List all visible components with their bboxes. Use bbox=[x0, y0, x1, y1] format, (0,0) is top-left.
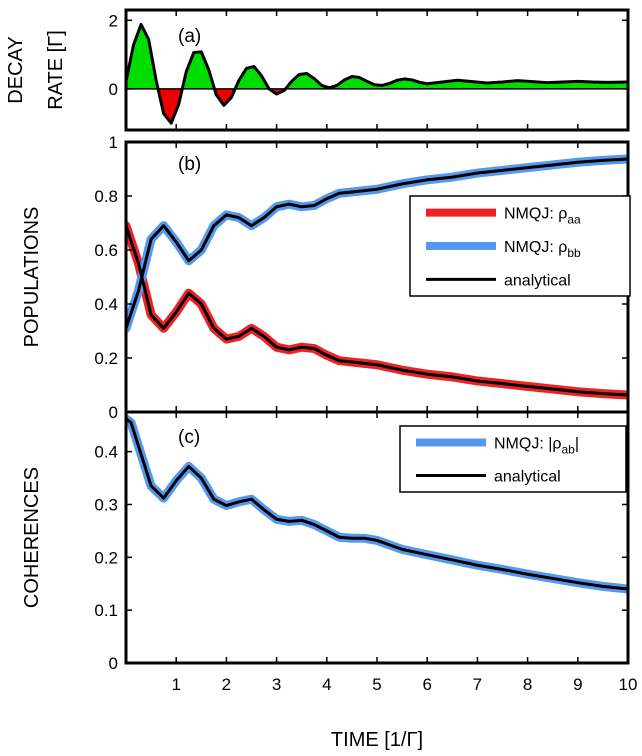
positive-rate-fill bbox=[126, 24, 628, 89]
y-tick-label-b: 0 bbox=[109, 403, 118, 422]
y-tick-label-a: 2 bbox=[109, 11, 118, 30]
legend-entry-subscript: aa bbox=[567, 213, 581, 227]
plot-area-a bbox=[126, 22, 628, 125]
plot-area-b bbox=[126, 154, 628, 400]
y-axis-label-a: RATE [Γ] bbox=[45, 30, 67, 110]
panel-c: 0 0.1 0.2 0.3 0.4 1 2 3 4 5 6 7 8 9 10 (c) COHERENCES NMQ… bbox=[21, 410, 638, 694]
legend-c: NMQJ: |ρab| analytical bbox=[399, 425, 627, 493]
legend-entry-tail: | bbox=[575, 436, 579, 453]
legend-entry-main: analytical bbox=[504, 272, 571, 289]
y-tick-label-c: 0.2 bbox=[94, 548, 118, 567]
panel-label-c: (c) bbox=[178, 427, 200, 448]
legend-entry-subscript: bb bbox=[567, 246, 581, 260]
y-tick-label-b: 0.8 bbox=[94, 187, 118, 206]
y-tick-label-c: 0.3 bbox=[94, 495, 118, 514]
series-line-c-1 bbox=[126, 417, 628, 591]
y-tick-label-b: 1 bbox=[109, 133, 118, 152]
legend-entry: NMQJ: |ρab| bbox=[494, 436, 579, 457]
legend-entry-subscript: ab bbox=[561, 443, 575, 457]
y-axis-label-c: COHERENCES bbox=[21, 467, 43, 608]
y-tick-label-c: 0 bbox=[109, 654, 118, 673]
y-tick-label-b: 0.4 bbox=[94, 295, 118, 314]
y-axis-label-a: DECAY bbox=[5, 36, 27, 103]
x-tick-label: 1 bbox=[171, 675, 180, 694]
legend-entry: analytical bbox=[504, 272, 571, 289]
x-tick-label: 2 bbox=[222, 675, 231, 694]
x-tick-label: 8 bbox=[523, 675, 532, 694]
y-tick-label-b: 0.6 bbox=[94, 241, 118, 260]
x-axis-label: TIME [1/Γ] bbox=[331, 729, 423, 751]
x-tick-label: 7 bbox=[473, 675, 482, 694]
x-tick-label: 5 bbox=[372, 675, 381, 694]
panel-label-b: (b) bbox=[178, 154, 201, 175]
legend-entry-main: NMQJ: ρ bbox=[504, 239, 567, 256]
x-tick-label: 10 bbox=[619, 675, 638, 694]
legend-entry-main: NMQJ: ρ bbox=[504, 206, 567, 223]
legend-entry-main: NMQJ: |ρ bbox=[494, 436, 561, 453]
legend-entry: analytical bbox=[494, 469, 561, 486]
legend-box bbox=[399, 425, 627, 493]
negative-rate-fill bbox=[158, 88, 286, 124]
x-tick-label: 4 bbox=[322, 675, 331, 694]
series-line-b-2 bbox=[126, 224, 628, 397]
y-tick-label-c: 0.1 bbox=[94, 601, 118, 620]
panel-b: 00.20.40.60.81(b)POPULATIONS NMQJ: ρaaNMQ… bbox=[21, 133, 631, 422]
series-line-b-3 bbox=[126, 157, 628, 330]
plot-area-c bbox=[126, 414, 628, 594]
legend-entry: NMQJ: ρbb bbox=[504, 239, 581, 260]
y-tick-label-c: 0.4 bbox=[94, 443, 118, 462]
legend-entry-main: analytical bbox=[494, 469, 561, 486]
panel-label-a: (a) bbox=[178, 26, 201, 47]
series-line-a-0 bbox=[126, 22, 628, 125]
legend-entry: NMQJ: ρaa bbox=[504, 206, 581, 227]
panel-a: 0 2 (a) DECAY RATE [Γ] bbox=[5, 8, 630, 132]
y-tick-label-b: 0.2 bbox=[94, 349, 118, 368]
y-axis-label-b: POPULATIONS bbox=[21, 207, 43, 348]
y-tick-label-a: 0 bbox=[109, 80, 118, 99]
x-tick-label: 3 bbox=[272, 675, 281, 694]
x-tick-label: 6 bbox=[422, 675, 431, 694]
x-tick-label: 9 bbox=[573, 675, 582, 694]
